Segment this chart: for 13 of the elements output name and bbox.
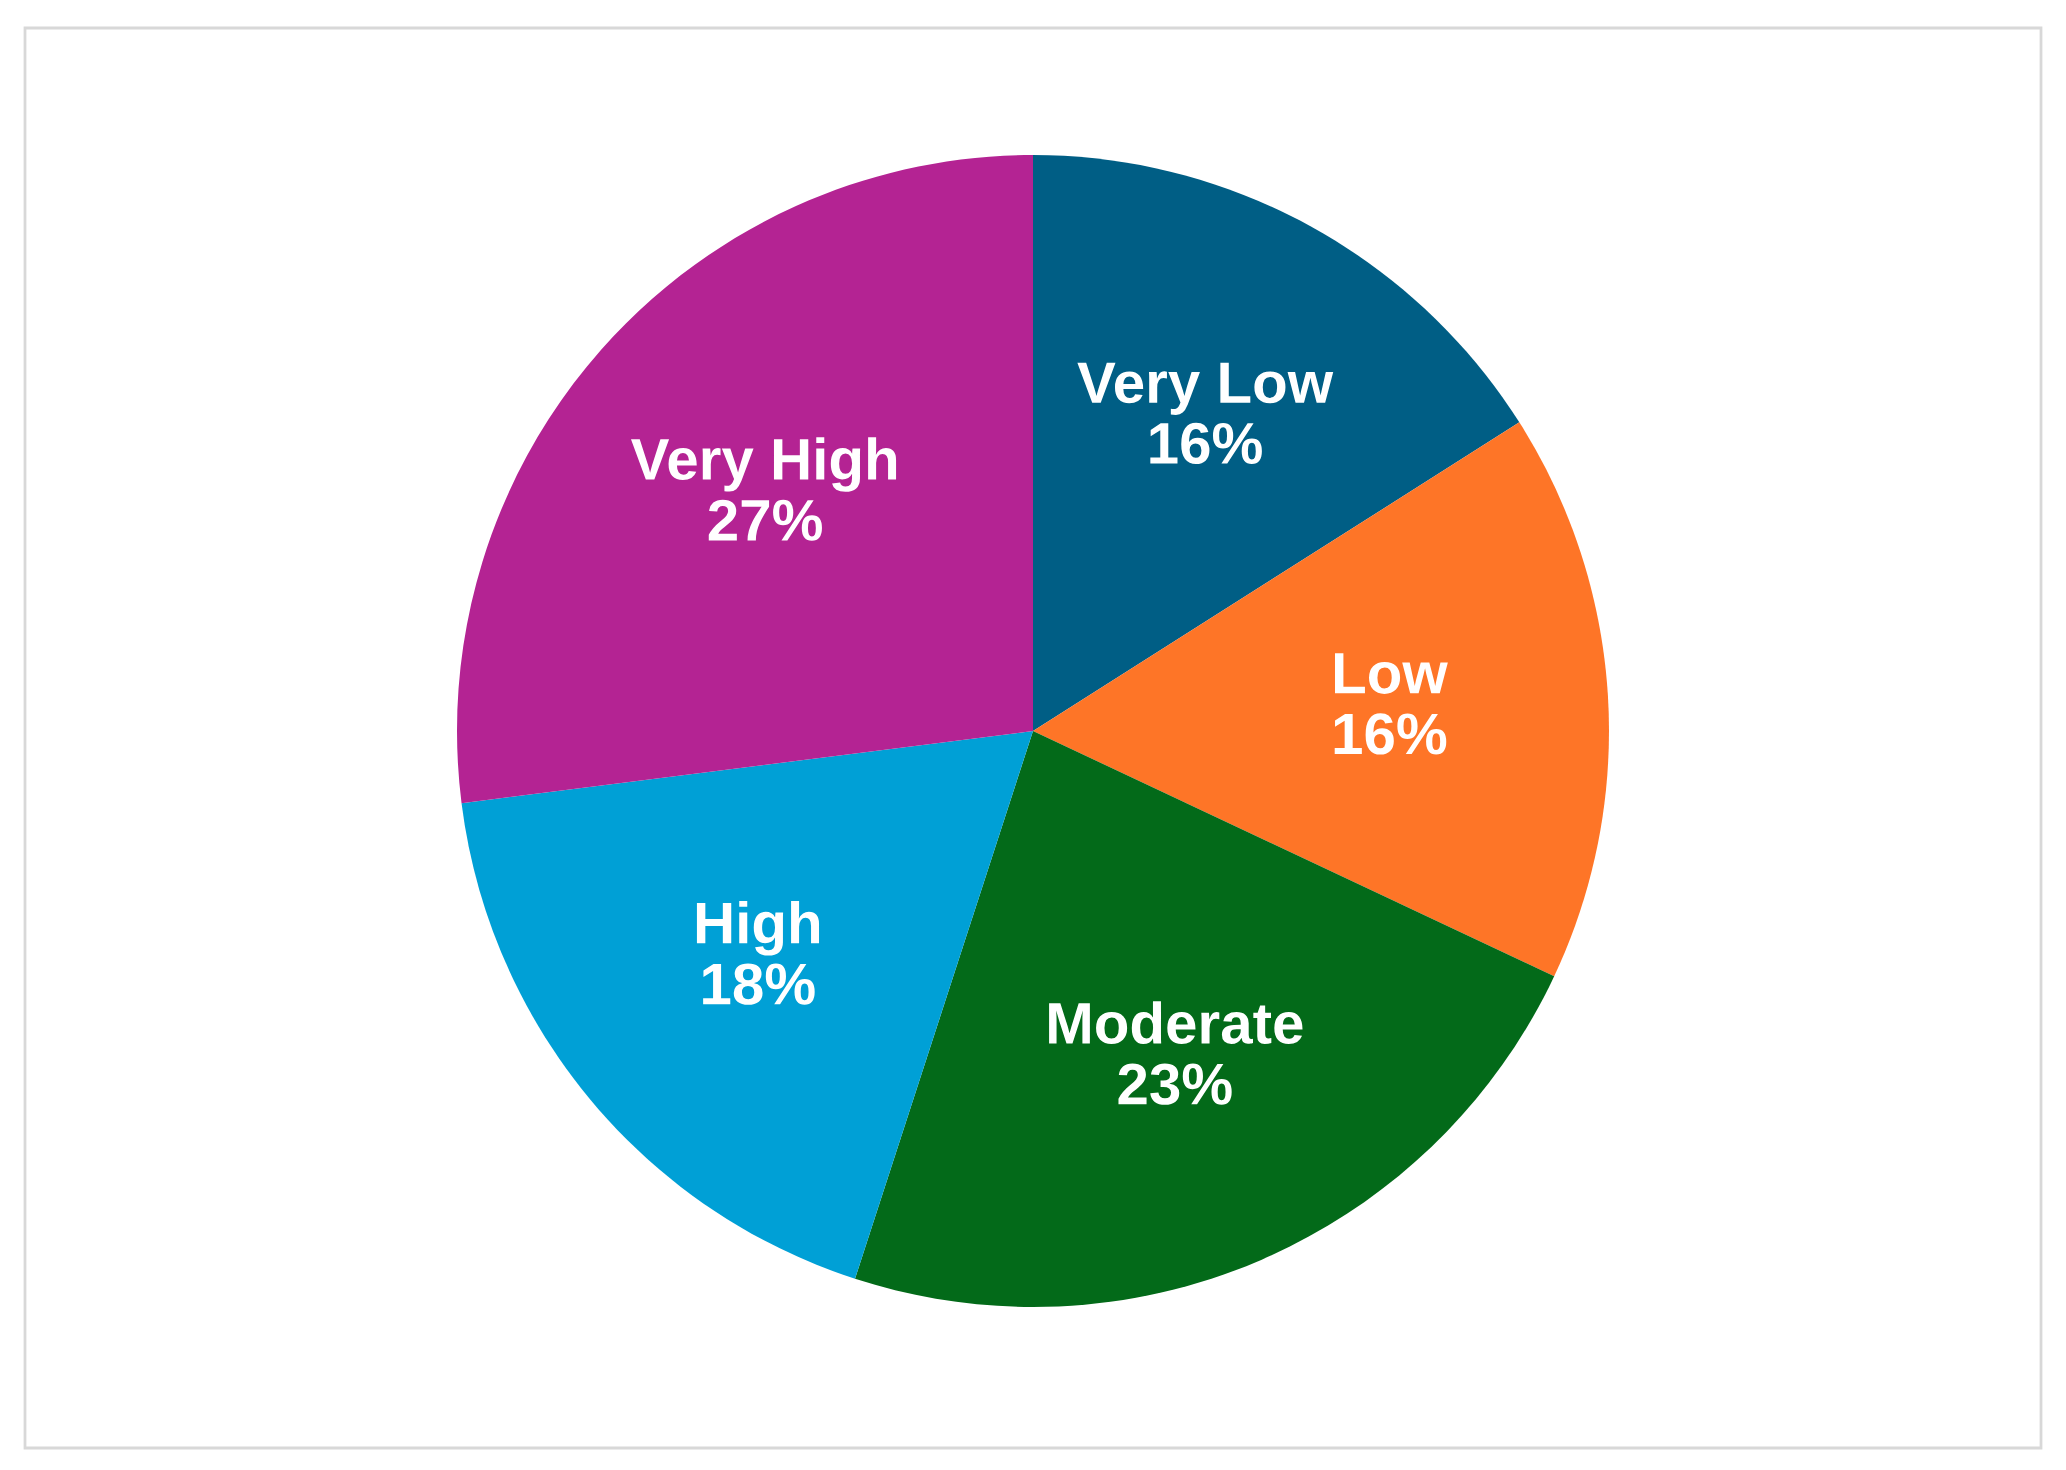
slice-label: Very High bbox=[630, 437, 897, 492]
slice-label: Low bbox=[1335, 653, 1448, 694]
slice-label: Very Low bbox=[1077, 362, 1334, 415]
slice-label: Moderate bbox=[1049, 1001, 1303, 1045]
data-label: 18% bbox=[703, 963, 815, 1005]
pie-slice bbox=[457, 155, 1033, 804]
pie-slice bbox=[1033, 422, 1609, 977]
data-label: 27% bbox=[708, 499, 822, 541]
slice-label: High bbox=[696, 900, 820, 956]
pie-slice bbox=[461, 731, 1033, 1279]
data-label: 23% bbox=[1118, 1063, 1232, 1105]
data-label: 16% bbox=[1150, 422, 1262, 465]
data-label: 16% bbox=[1334, 713, 1447, 755]
